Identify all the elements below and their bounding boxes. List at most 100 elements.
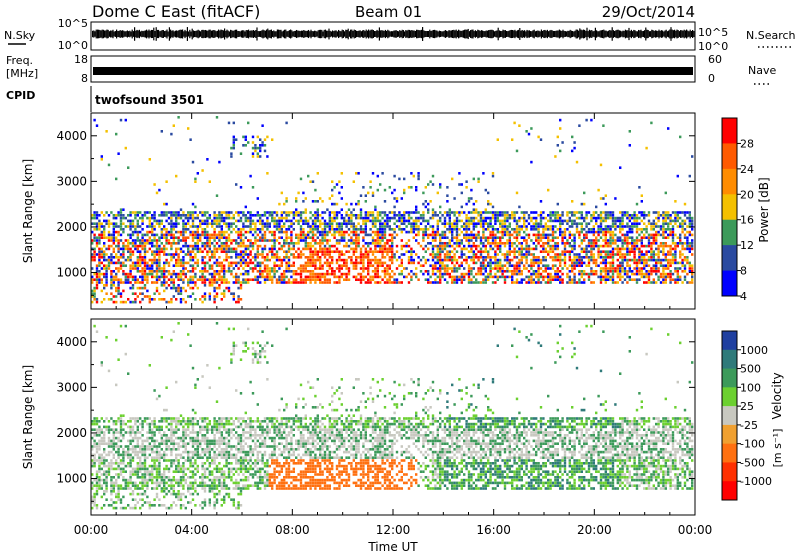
power-cell <box>314 278 317 281</box>
nsky-bar <box>370 29 372 39</box>
power-cell <box>319 264 322 267</box>
power-cell <box>518 230 521 234</box>
nsky-bar <box>675 30 677 38</box>
power-cell <box>355 258 358 262</box>
power-cell <box>196 233 199 237</box>
power-cell <box>523 211 526 214</box>
nsky-label: N.Sky <box>4 29 36 42</box>
power-cell <box>323 250 327 253</box>
power-cell <box>93 256 96 259</box>
nsky-bar <box>233 30 235 38</box>
power-cell <box>463 247 466 251</box>
power-cell <box>391 211 394 214</box>
power-cell <box>182 250 185 253</box>
nsky-bar <box>309 31 311 37</box>
nsky-bar <box>478 30 480 38</box>
power-cell <box>227 236 231 239</box>
power-cell <box>398 228 401 231</box>
power-cell <box>239 228 243 231</box>
power-cell <box>616 247 619 251</box>
power-cell <box>422 236 425 239</box>
power-cell <box>386 242 389 245</box>
power-cell <box>196 247 199 251</box>
power-cell <box>122 250 125 253</box>
nsky-bar <box>285 29 287 39</box>
power-cell <box>487 228 490 231</box>
nsky-bar <box>464 29 466 39</box>
power-cell <box>475 233 478 237</box>
power-cell <box>321 264 324 267</box>
nsky-bar <box>585 30 587 38</box>
power-cell <box>508 261 511 265</box>
power-cell <box>405 211 408 214</box>
nsky-bar <box>431 30 433 38</box>
power-cell <box>391 236 394 239</box>
power-cell <box>211 267 214 270</box>
power-cell <box>153 298 156 301</box>
power-cell <box>107 261 111 265</box>
power-cell <box>338 250 341 253</box>
nsky-bar <box>341 29 343 39</box>
power-cell <box>268 270 271 273</box>
nsky-bar <box>310 29 312 39</box>
power-cell <box>143 270 147 273</box>
power-cell <box>667 250 670 253</box>
power-cell <box>350 258 353 262</box>
power-cell <box>379 225 382 228</box>
power-cell <box>578 278 581 281</box>
power-cell <box>285 281 288 284</box>
power-cell <box>232 138 235 141</box>
power-cell <box>131 239 135 242</box>
power-cell <box>343 216 346 220</box>
power-cell <box>352 261 355 265</box>
power-cell <box>139 242 142 245</box>
power-cell <box>431 216 435 220</box>
nsky-bar <box>466 29 468 39</box>
power-cell <box>170 225 173 228</box>
power-cell <box>163 253 166 256</box>
power-cell <box>163 298 166 301</box>
power-cell <box>400 230 403 234</box>
power-cell <box>549 233 552 237</box>
power-cell <box>549 211 552 214</box>
power-cell <box>475 208 478 211</box>
power-cell <box>127 219 130 223</box>
power-cell <box>446 258 449 262</box>
power-cell <box>256 247 259 251</box>
power-cell <box>165 242 168 245</box>
power-cell <box>580 211 583 214</box>
power-cell <box>127 214 130 217</box>
nsky-bar <box>660 30 662 38</box>
nsky-bar <box>123 30 125 38</box>
power-cell <box>487 256 490 259</box>
power-cell <box>434 256 437 259</box>
power-cell <box>275 278 279 281</box>
power-cell <box>268 239 271 242</box>
power-cell <box>525 228 528 231</box>
power-cell <box>664 230 667 234</box>
power-cell <box>280 244 283 248</box>
power-cell <box>278 264 281 267</box>
power-cell <box>388 256 391 259</box>
power-cell <box>139 261 142 265</box>
power-cell <box>256 233 259 237</box>
power-cell <box>266 256 269 259</box>
power-cell <box>323 233 327 237</box>
power-cell <box>230 225 233 228</box>
power-cell <box>439 281 442 284</box>
power-cell <box>367 256 370 259</box>
power-cell <box>619 275 622 279</box>
power-cell <box>146 216 149 220</box>
power-cell <box>458 264 461 267</box>
power-cell <box>650 242 653 245</box>
power-cell <box>107 267 111 270</box>
power-cell <box>645 253 648 256</box>
power-cell <box>146 211 149 214</box>
power-cell <box>631 270 634 273</box>
power-cell <box>597 216 600 220</box>
power-cell <box>621 281 624 284</box>
power-cell <box>503 281 507 284</box>
nsky-bar <box>368 29 370 39</box>
power-cell <box>659 264 663 267</box>
power-cell <box>333 244 336 248</box>
